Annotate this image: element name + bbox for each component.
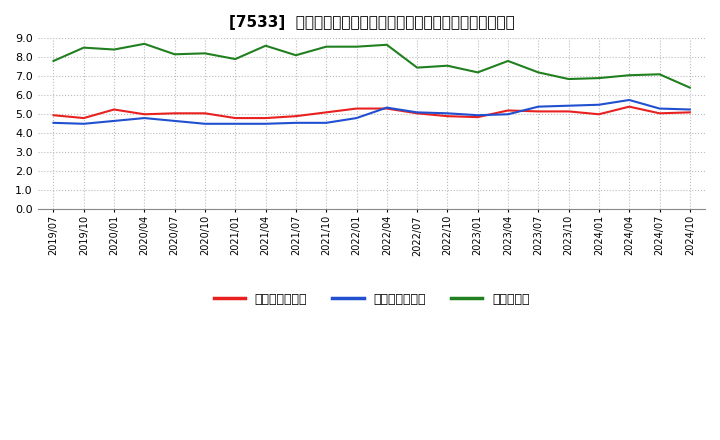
Legend: 売上債権回転率, 買入債務回転率, 在庫回転率: 売上債権回転率, 買入債務回転率, 在庫回転率: [209, 288, 535, 311]
Title: [7533]  売上債権回転率、買入債務回転率、在庫回転率の推移: [7533] 売上債権回転率、買入債務回転率、在庫回転率の推移: [229, 15, 515, 30]
